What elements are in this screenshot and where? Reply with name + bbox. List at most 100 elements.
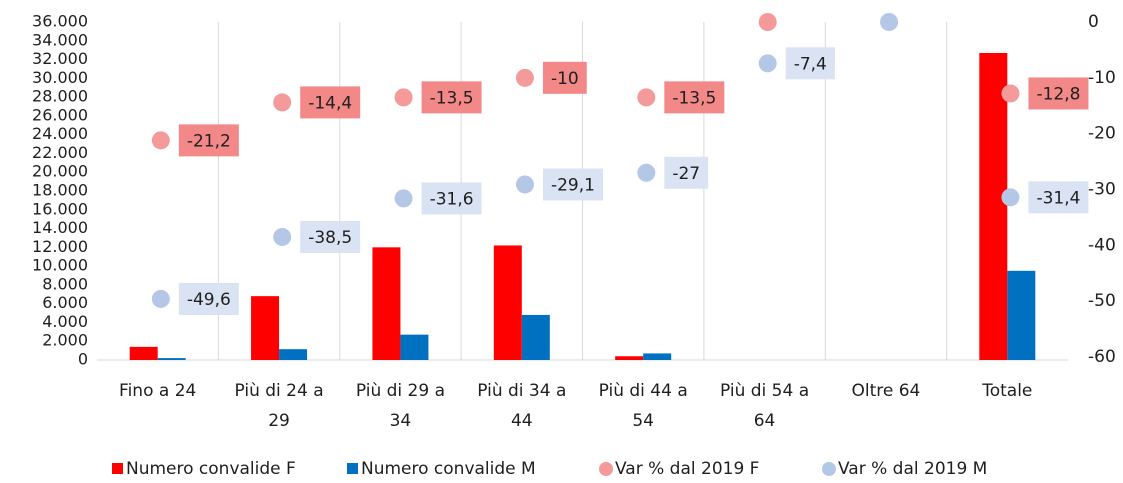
data-label-box — [300, 86, 361, 119]
label-line: 44 — [511, 411, 533, 431]
legend-label: Numero convalide M — [361, 459, 536, 479]
y-tick-label: 24.000 — [32, 124, 88, 143]
bar — [129, 346, 158, 360]
data-label-box — [1028, 77, 1089, 110]
dot — [758, 54, 777, 73]
y-tick-label: 30.000 — [32, 68, 88, 87]
data-label: -13,5 — [430, 88, 474, 108]
y-tick-label: 14.000 — [32, 218, 88, 237]
legend-swatch — [599, 462, 613, 476]
y-tick-label: 28.000 — [32, 87, 88, 106]
y-tick-label: 26.000 — [32, 105, 88, 124]
y2-tick-label: -30 — [1088, 180, 1116, 200]
legend-label: Numero convalide F — [126, 459, 296, 479]
data-label-box — [178, 124, 239, 157]
x-tick-label: Totale — [981, 381, 1032, 401]
label-line: 29 — [268, 411, 290, 431]
bar — [372, 247, 401, 360]
data-label: -7,4 — [794, 54, 827, 74]
bar — [493, 245, 522, 360]
data-label-box — [1028, 181, 1089, 214]
y-tick-label: 16.000 — [32, 199, 88, 218]
y2-tick-label: -20 — [1088, 124, 1116, 144]
legend-label: Var % dal 2019 M — [838, 459, 987, 479]
data-label: -10 — [551, 69, 579, 89]
dot — [880, 13, 899, 31]
y-tick-label: 34.000 — [32, 30, 88, 49]
y-tick-label: 4.000 — [42, 312, 88, 331]
bar — [1007, 270, 1036, 360]
data-label: -31,6 — [430, 189, 474, 209]
x-tick-label: Più di 29 a 34 — [356, 381, 445, 431]
data-label: -27 — [672, 164, 700, 184]
x-tick-label: Oltre 64 — [851, 381, 920, 401]
label-line: Più di 29 a — [356, 381, 445, 401]
dot — [1001, 84, 1020, 103]
bar — [400, 334, 429, 360]
bar — [279, 349, 308, 360]
y-tick-label: 18.000 — [32, 181, 88, 200]
x-tick-label: Fino a 24 — [119, 381, 196, 401]
bar — [643, 353, 672, 360]
y-tick-label: 12.000 — [32, 237, 88, 256]
data-label-box — [542, 61, 587, 94]
label-line: 34 — [390, 411, 412, 431]
y-tick-label: 22.000 — [32, 143, 88, 162]
y-tick-label: 8.000 — [42, 274, 88, 293]
y-tick-label: 0 — [78, 350, 88, 369]
legend-swatch — [347, 463, 358, 474]
label-line: Più di 24 a — [234, 381, 323, 401]
dot — [151, 131, 170, 150]
bar — [521, 314, 550, 360]
y-tick-label: 36.000 — [32, 12, 88, 31]
dot — [515, 175, 534, 194]
data-label-box — [664, 81, 725, 114]
dot — [758, 13, 777, 31]
dot — [394, 189, 413, 208]
bar — [251, 296, 280, 360]
bar — [615, 356, 644, 360]
dot — [637, 88, 656, 107]
y2-tick-label: -50 — [1088, 291, 1116, 311]
data-label: -31,4 — [1036, 188, 1080, 208]
data-label-box — [785, 47, 835, 80]
bar — [157, 358, 186, 360]
data-label: -29,1 — [551, 175, 595, 195]
y2-tick-label: 0 — [1088, 12, 1099, 32]
dot — [1001, 188, 1020, 207]
x-tick-label: Più di 54 a 64 — [720, 381, 809, 431]
dot — [394, 88, 413, 107]
x-tick-label: Più di 44 a 54 — [599, 381, 688, 431]
data-label-box — [300, 220, 361, 253]
dot — [515, 68, 534, 87]
x-tick-label: Più di 24 a 29 — [234, 381, 323, 431]
dot — [273, 93, 292, 112]
label-line: 64 — [754, 411, 776, 431]
legend-swatch — [112, 463, 123, 474]
data-label-box — [178, 282, 239, 315]
legend-label: Var % dal 2019 F — [615, 459, 759, 479]
label-line: 54 — [632, 411, 654, 431]
y-tick-label: 20.000 — [32, 162, 88, 181]
data-label: -38,5 — [308, 228, 352, 248]
dot — [637, 163, 656, 182]
data-label: -13,5 — [672, 88, 716, 108]
data-label: -12,8 — [1036, 84, 1080, 104]
data-label-box — [664, 156, 709, 189]
legend-swatch — [822, 462, 836, 476]
x-tick-label: Più di 34 a 44 — [477, 381, 566, 431]
data-label-box — [421, 81, 482, 114]
label-line: Più di 34 a — [477, 381, 566, 401]
y2-tick-label: -10 — [1088, 68, 1116, 88]
data-label: -14,4 — [308, 93, 352, 113]
dot — [151, 289, 170, 308]
y-tick-label: 2.000 — [42, 331, 88, 350]
y2-tick-label: -40 — [1088, 235, 1116, 255]
data-label: -21,2 — [187, 131, 231, 151]
dot — [273, 227, 292, 246]
label-line: Più di 54 a — [720, 381, 809, 401]
label-line: Più di 44 a — [599, 381, 688, 401]
y2-tick-label: -60 — [1088, 347, 1116, 367]
bar — [979, 52, 1008, 360]
